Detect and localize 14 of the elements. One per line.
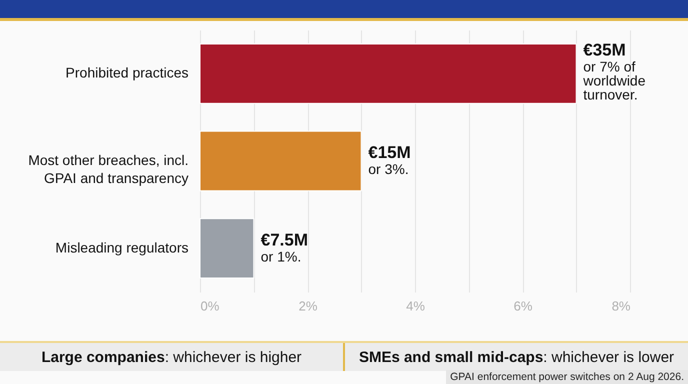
y-tick-label: Prohibited practices [66, 64, 188, 81]
text: SMEs and small mid-caps: whichever is lower [343, 343, 688, 371]
text: GPAI enforcement power switches on 2 Aug 2026. [446, 370, 688, 384]
y-tick-label: Misleading regulators [55, 239, 188, 256]
x-tick-label: 2% [298, 298, 318, 314]
data-label: €35M or 7% of worldwide turnover. [582, 40, 646, 103]
text: Large companies: whichever is higher [40, 348, 303, 368]
data-label: €7.5M or 1%. [260, 230, 308, 264]
x-tick-label: 6% [514, 298, 533, 314]
y-tick-label: Most other breaches, incl. GPAI and transparency [28, 152, 188, 186]
x-tick-label: 8% [612, 298, 631, 314]
data-label: €15M or 3%. [368, 143, 411, 177]
x-tick-label: 4% [406, 298, 426, 314]
x-tick-label: 0% [200, 298, 220, 314]
